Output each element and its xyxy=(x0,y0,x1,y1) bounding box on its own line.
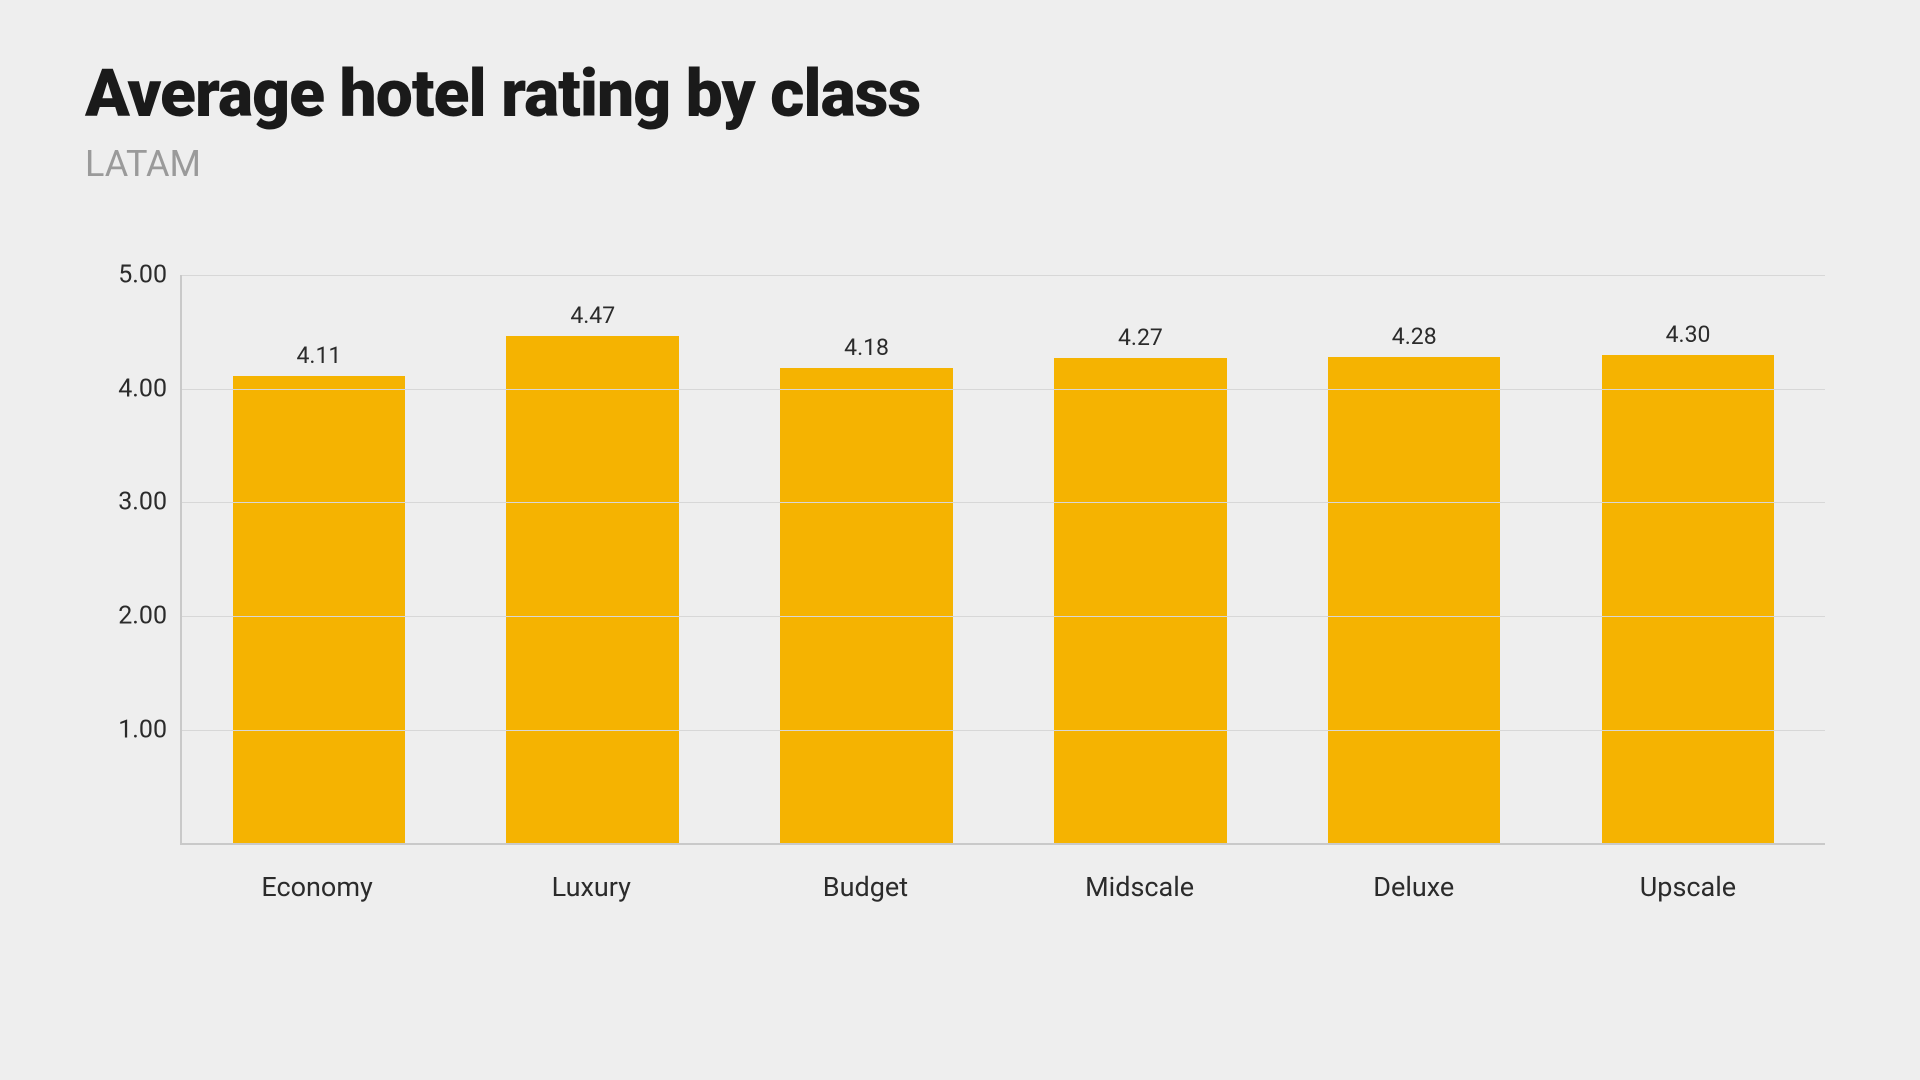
y-tick-label: 5.00 xyxy=(87,261,167,290)
gridline xyxy=(182,389,1825,390)
gridline xyxy=(182,275,1825,276)
bar-slot: 4.27 xyxy=(1003,275,1277,843)
bar: 4.28 xyxy=(1328,357,1501,843)
bar-value-label: 4.11 xyxy=(296,342,341,369)
gridline xyxy=(182,502,1825,503)
x-tick-label: Budget xyxy=(728,871,1002,903)
bar-value-label: 4.30 xyxy=(1666,321,1711,348)
y-tick-label: 1.00 xyxy=(87,715,167,744)
y-tick-label: 4.00 xyxy=(87,374,167,403)
x-tick-label: Luxury xyxy=(454,871,728,903)
bar-slot: 4.30 xyxy=(1551,275,1825,843)
bar: 4.27 xyxy=(1054,358,1227,843)
bar-value-label: 4.27 xyxy=(1118,324,1163,351)
x-tick-label: Upscale xyxy=(1551,871,1825,903)
y-tick-label: 2.00 xyxy=(87,602,167,631)
bar: 4.47 xyxy=(506,336,679,844)
bar-value-label: 4.47 xyxy=(570,302,615,329)
gridline xyxy=(182,730,1825,731)
bar-slot: 4.47 xyxy=(456,275,730,843)
bar-slot: 4.28 xyxy=(1277,275,1551,843)
bar-value-label: 4.18 xyxy=(844,334,889,361)
x-axis-labels: EconomyLuxuryBudgetMidscaleDeluxeUpscale xyxy=(180,871,1825,903)
bar-chart: 4.11 4.47 4.18 4.27 4.28 4.30 1.00 2.00 3.00 4.0… xyxy=(85,275,1835,903)
chart-title: Average hotel rating by class xyxy=(85,60,1835,129)
bar: 4.18 xyxy=(780,368,953,843)
x-tick-label: Midscale xyxy=(1003,871,1277,903)
bar: 4.30 xyxy=(1602,355,1775,843)
gridline xyxy=(182,616,1825,617)
bar-slot: 4.11 xyxy=(182,275,456,843)
x-tick-label: Deluxe xyxy=(1277,871,1551,903)
chart-subtitle: LATAM xyxy=(85,143,1835,185)
y-tick-label: 3.00 xyxy=(87,488,167,517)
bars-layer: 4.11 4.47 4.18 4.27 4.28 4.30 xyxy=(182,275,1825,843)
bar: 4.11 xyxy=(233,376,406,843)
bar-slot: 4.18 xyxy=(730,275,1004,843)
plot-area: 4.114.474.184.274.284.30 1.002.003.004.0… xyxy=(180,275,1825,845)
x-tick-label: Economy xyxy=(180,871,454,903)
bar-value-label: 4.28 xyxy=(1392,323,1437,350)
